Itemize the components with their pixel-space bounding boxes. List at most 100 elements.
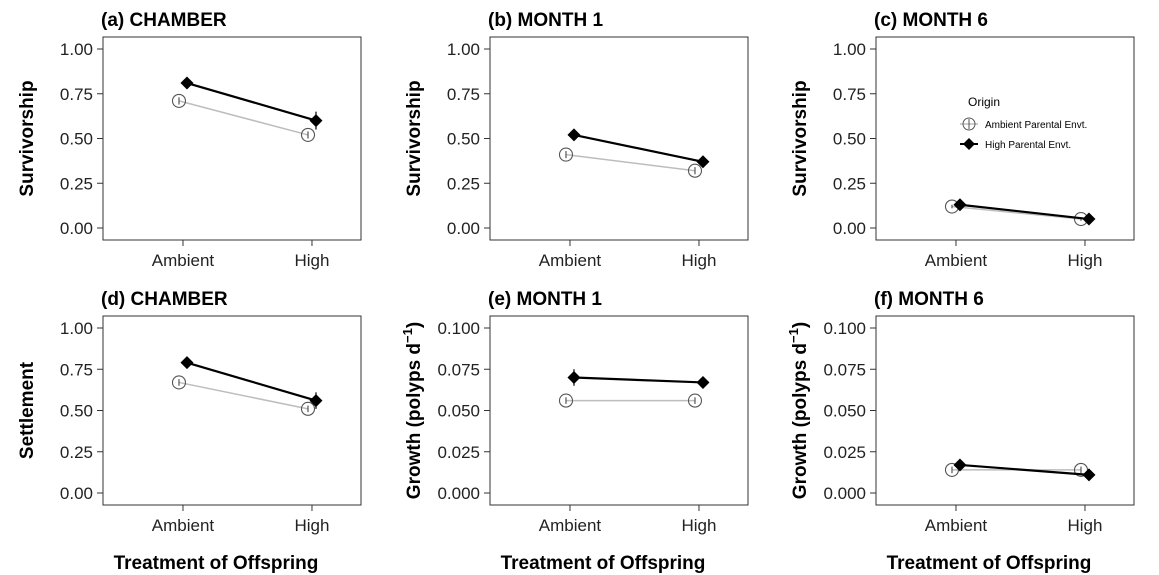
y-tick-label: 0.25 [60, 174, 93, 193]
data-point-ambient [558, 393, 574, 408]
panel-c: (c) MONTH 6 0.00 0.25 0.50 0.75 1.00 Ambient Hi… [790, 10, 1135, 270]
y-tick-label: 0.50 [833, 130, 866, 149]
y-axis-label-text: Survivorship [790, 80, 811, 196]
y-axis-label: Survivorship [790, 80, 811, 196]
panel-f: (f) MONTH 6 0.000 0.025 0.050 0.075 0.100 Ambi… [786, 289, 1135, 574]
y-tick-label: 0.000 [437, 484, 480, 503]
panel-title: (d) CHAMBER [101, 289, 228, 310]
series-line-high [573, 376, 704, 384]
series-line-high [959, 203, 1090, 221]
x-tick-label: High [681, 516, 716, 535]
y-axis-label-suffix: ) [404, 322, 425, 328]
y-tick-label: 0.75 [447, 85, 480, 104]
y-axis-label-suffix: ) [790, 322, 811, 328]
y-tick-label: 1.00 [447, 40, 480, 59]
panel-e: (e) MONTH 1 0.000 0.025 0.050 0.075 0.100 Ambi… [400, 289, 749, 574]
data-point-high [1082, 212, 1096, 226]
panel-title: (f) MONTH 6 [874, 289, 984, 310]
x-axis-label: Treatment of Offspring [114, 553, 319, 574]
panel-a: (a) CHAMBER 0.00 0.25 0.50 0.75 1.00 Ambient Hi… [17, 10, 362, 270]
y-axis-label-superscript: −1 [400, 328, 415, 343]
y-tick-label: 0.75 [60, 360, 93, 379]
series-line-ambient [178, 381, 309, 410]
data-point-ambient [687, 163, 703, 178]
y-tick-label: 0.75 [833, 85, 866, 104]
y-tick-label: 1.00 [60, 40, 93, 59]
y-tick-label: 0.50 [60, 130, 93, 149]
x-tick-label: Ambient [539, 516, 602, 535]
y-axis-label: Settlement [17, 361, 38, 459]
data-point-high [696, 375, 710, 389]
y-axis-label-text: Growth (polyps d [790, 343, 811, 499]
y-tick-label: 0.050 [823, 402, 866, 421]
y-axis-label-text: Survivorship [17, 80, 38, 196]
x-axis-label: Treatment of Offspring [887, 553, 1092, 574]
y-tick-label: 0.025 [437, 443, 480, 462]
y-axis-label-text: Survivorship [404, 80, 425, 196]
legend-marker-ambient [962, 117, 976, 131]
y-tick-label: 0.75 [60, 85, 93, 104]
y-tick-label: 0.100 [437, 319, 480, 338]
y-tick-label: 0.100 [823, 319, 866, 338]
data-point-high [567, 128, 581, 142]
y-tick-label: 0.00 [60, 219, 93, 238]
x-tick-label: Ambient [152, 251, 215, 270]
series-line-ambient [951, 205, 1082, 220]
data-point-high [309, 114, 323, 128]
x-axis-label: Treatment of Offspring [501, 553, 706, 574]
y-tick-label: 0.25 [833, 174, 866, 193]
panel-d: (d) CHAMBER 0.00 0.25 0.50 0.75 1.00 Ambient Hi… [17, 289, 362, 574]
y-tick-label: 0.025 [823, 443, 866, 462]
legend-label-ambient: Ambient Parental Envt. [985, 120, 1087, 131]
y-tick-label: 0.075 [823, 360, 866, 379]
x-tick-label: Ambient [925, 516, 988, 535]
y-axis-label: Survivorship [17, 80, 38, 196]
x-tick-label: Ambient [152, 516, 215, 535]
data-point-ambient [300, 401, 316, 416]
y-tick-label: 0.50 [447, 130, 480, 149]
data-point-ambient [171, 93, 187, 108]
x-tick-label: Ambient [539, 251, 602, 270]
plot-frame [102, 36, 362, 241]
data-point-high [180, 356, 194, 370]
legend-title: Origin [968, 95, 1000, 109]
data-point-high [953, 198, 967, 212]
x-tick-label: High [1067, 516, 1102, 535]
x-tick-label: High [294, 516, 329, 535]
y-tick-label: 0.000 [823, 484, 866, 503]
y-tick-label: 0.50 [60, 402, 93, 421]
plot-frame [875, 315, 1135, 506]
plot-frame [102, 315, 362, 506]
y-tick-label: 1.00 [833, 40, 866, 59]
data-point-high [953, 458, 967, 472]
data-point-high [567, 371, 581, 384]
plot-frame [489, 36, 749, 241]
y-tick-label: 0.00 [60, 484, 93, 503]
y-tick-label: 1.00 [60, 319, 93, 338]
y-tick-label: 0.075 [437, 360, 480, 379]
y-tick-label: 0.050 [437, 402, 480, 421]
data-point-high [180, 76, 194, 90]
x-tick-label: Ambient [925, 251, 988, 270]
series-line-high [959, 463, 1090, 476]
legend-label-high: High Parental Envt. [985, 140, 1071, 151]
data-point-high [696, 155, 710, 169]
y-axis-label-text: Settlement [17, 361, 38, 459]
data-point-ambient [300, 127, 316, 142]
data-point-ambient [171, 375, 187, 390]
y-axis-label: Survivorship [404, 80, 425, 196]
y-axis-label: Growth (polyps d−1) [786, 322, 811, 499]
legend: Origin Ambient Parental Envt. High Parenta… [960, 95, 1087, 151]
series-line-high [573, 133, 704, 163]
series-line-high [186, 81, 317, 122]
data-point-high [309, 394, 323, 408]
panel-title: (a) CHAMBER [101, 10, 227, 31]
series-line-ambient [178, 100, 309, 136]
data-point-high [1082, 468, 1096, 482]
x-tick-label: High [294, 251, 329, 270]
plot-frame [489, 315, 749, 506]
panel-b: (b) MONTH 1 0.00 0.25 0.50 0.75 1.00 Ambient Hi… [404, 10, 749, 270]
y-tick-label: 0.00 [447, 219, 480, 238]
series-line-high [186, 361, 317, 402]
